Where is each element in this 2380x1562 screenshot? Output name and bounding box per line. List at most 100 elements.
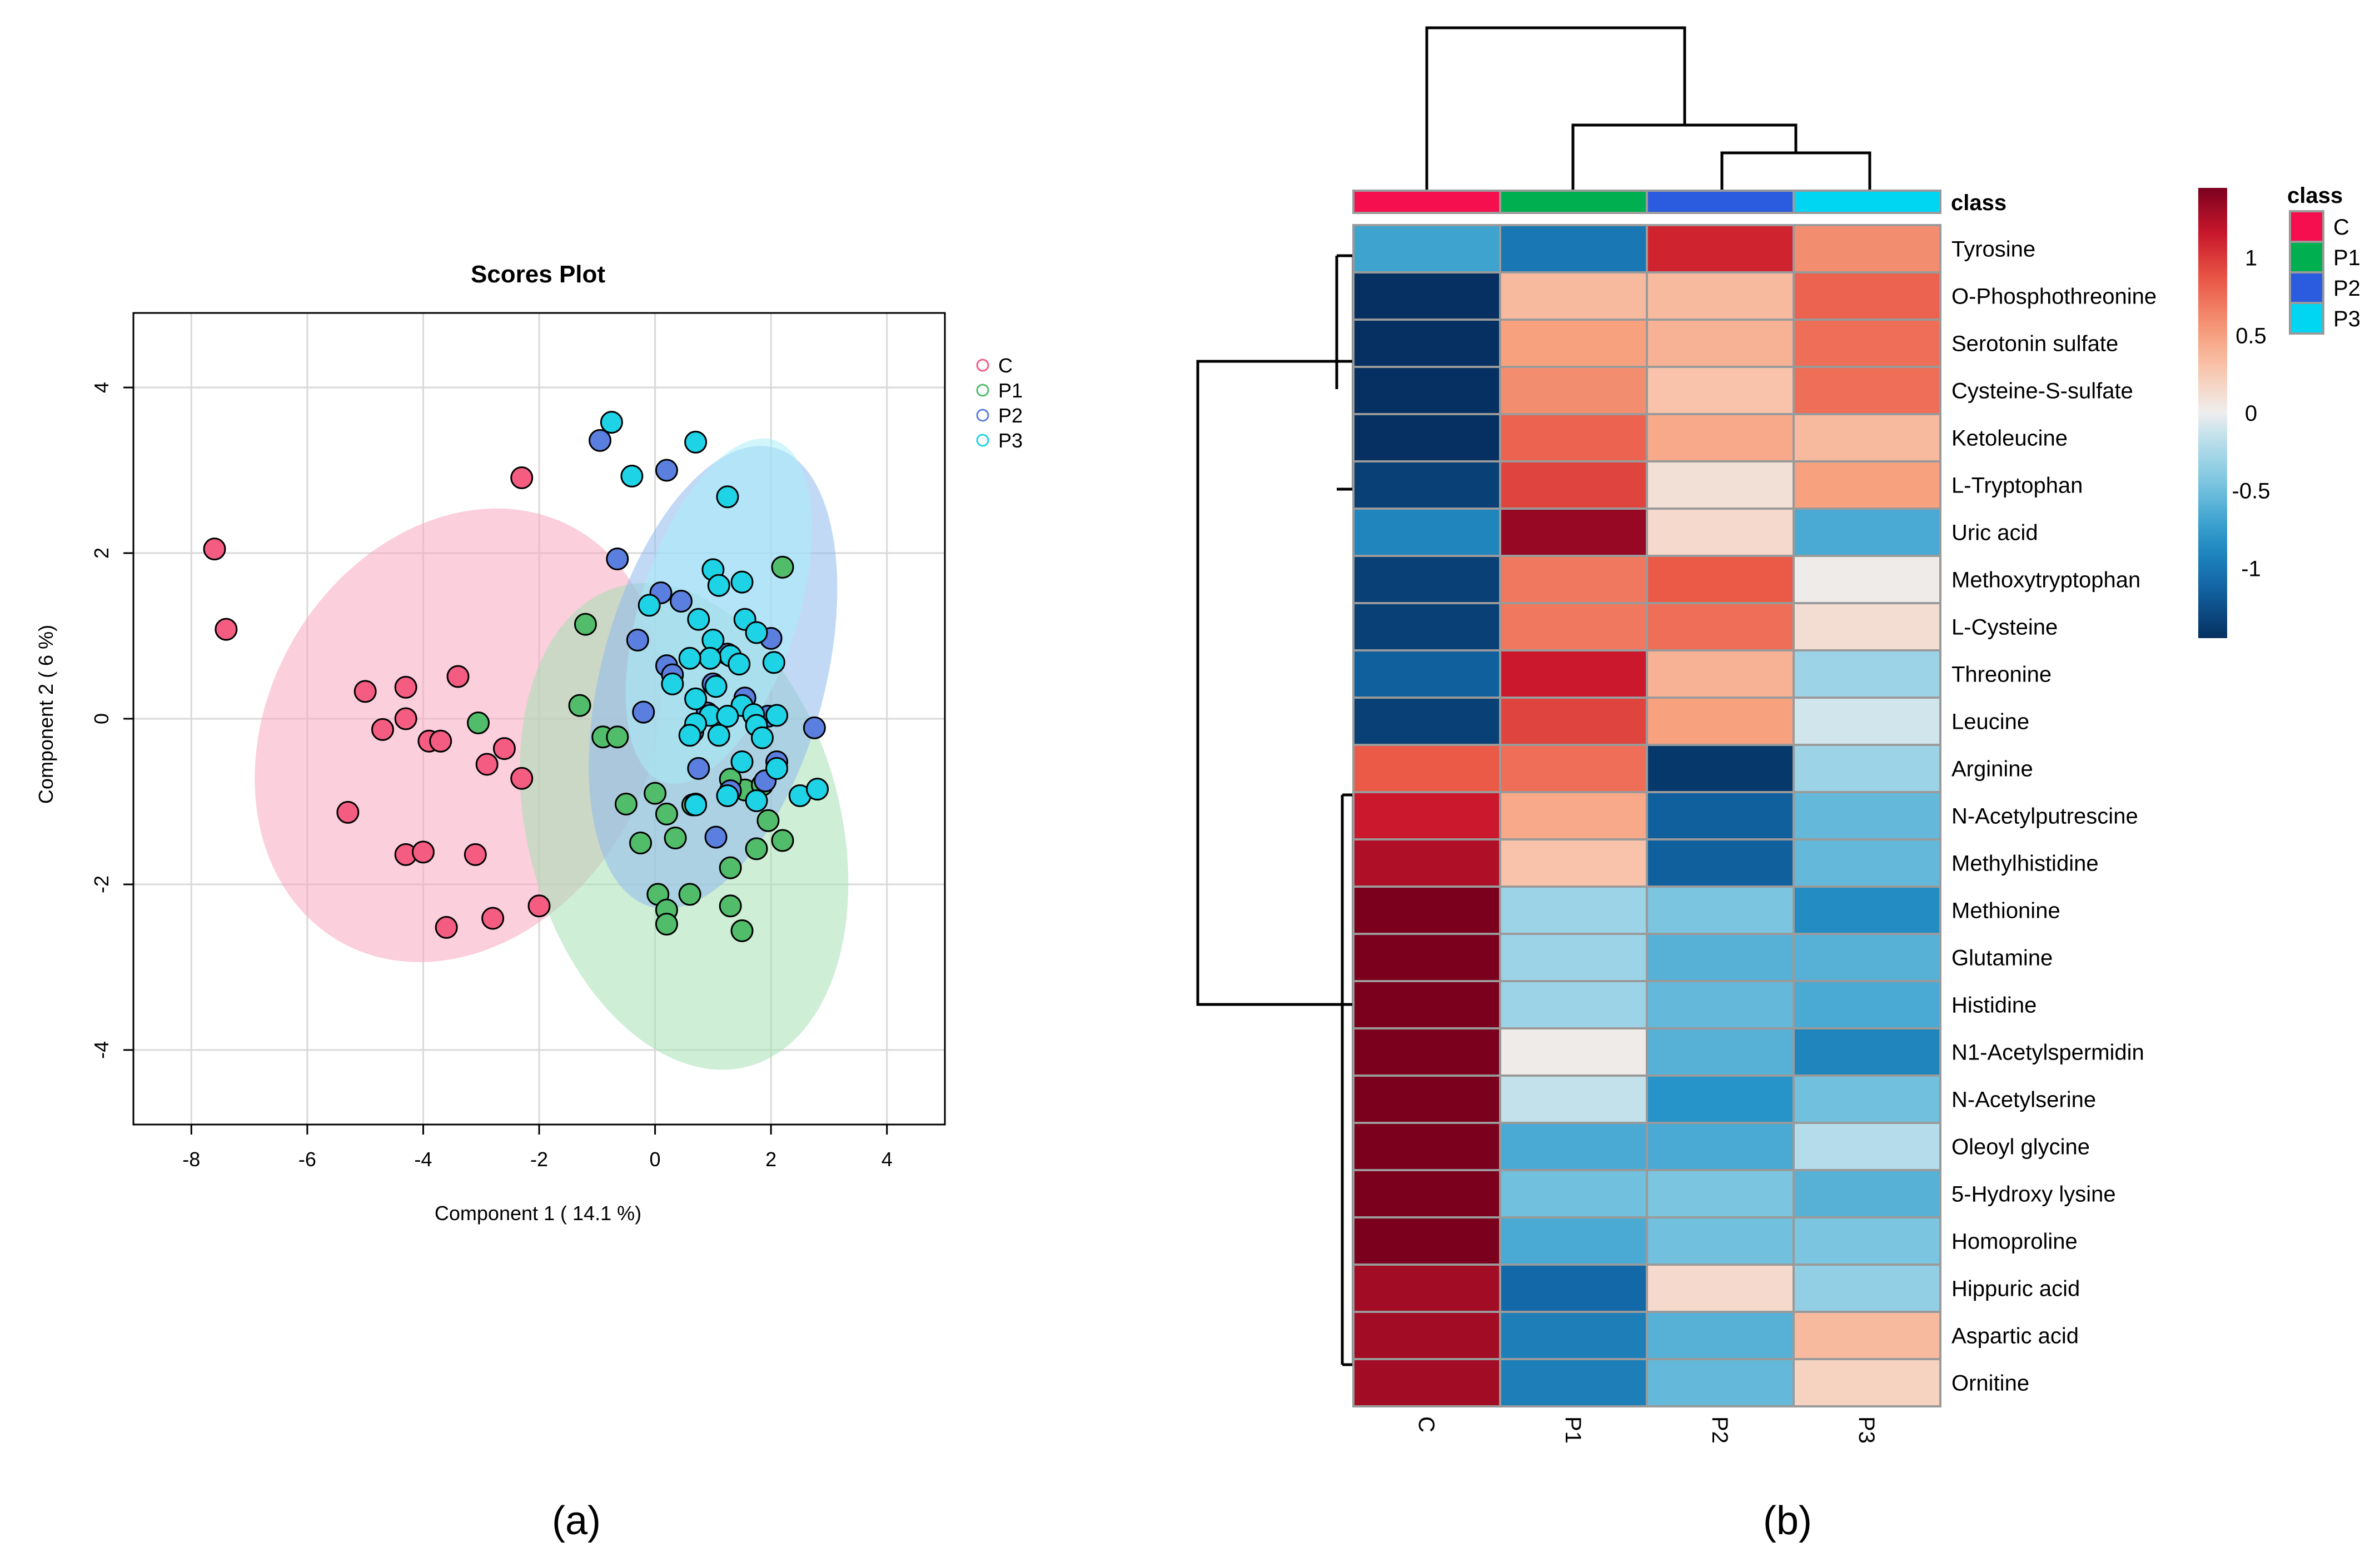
point-c — [394, 675, 417, 699]
point-p1 — [568, 694, 591, 717]
point-p3 — [707, 574, 730, 597]
heatmap-cell — [1793, 555, 1941, 604]
heatmap-cell — [1352, 555, 1501, 604]
point-p3 — [765, 757, 789, 780]
point-c — [510, 767, 534, 790]
row-label: Oleoyl glycine — [1951, 1135, 2090, 1160]
column-label: P1 — [1561, 1416, 1585, 1444]
heatmap-cell — [1352, 1311, 1501, 1360]
heatmap-cell — [1646, 1027, 1795, 1077]
heatmap-cell — [1646, 224, 1795, 273]
point-p1 — [655, 912, 678, 936]
heatmap-cell — [1646, 791, 1795, 840]
point-c — [429, 729, 452, 753]
heatmap-cell — [1352, 1263, 1501, 1313]
x-axis-ticks: -8 -6 -4 -2 0 2 4 — [182, 1125, 893, 1171]
heatmap-column-labels: C P1 P2 P3 — [1414, 1416, 1879, 1444]
y-axis-ticks: -4 -2 0 2 4 — [90, 382, 133, 1059]
heatmap-cell — [1646, 602, 1795, 651]
heatmap-cell — [1352, 508, 1501, 557]
point-c — [492, 737, 516, 760]
heatmap-cell — [1352, 791, 1501, 840]
point-c — [510, 466, 534, 489]
heatmap-cell — [1646, 744, 1795, 793]
legend-marker-p2 — [976, 409, 989, 422]
point-p1 — [745, 837, 768, 860]
heatmap-cell — [1352, 1027, 1501, 1077]
point-p1 — [719, 856, 742, 879]
scores-plot-points — [203, 411, 829, 942]
heatmap-cell — [1646, 649, 1795, 699]
class-bar-label: class — [1951, 191, 2006, 215]
column-label: C — [1414, 1416, 1438, 1432]
point-p1 — [644, 782, 667, 805]
point-p3 — [716, 784, 739, 808]
heatmap-cell — [1646, 980, 1795, 1029]
colorbar-tick-label: 0.5 — [2235, 324, 2267, 348]
row-label: Serotonin sulfate — [1951, 332, 2118, 356]
y-tick-label: 2 — [90, 548, 113, 559]
row-label: Leucine — [1951, 710, 2029, 734]
row-label: Ornitine — [1951, 1371, 2029, 1396]
x-axis-label: Component 1 ( 14.1 %) — [435, 1202, 641, 1225]
class-legend-title: class — [2287, 183, 2343, 208]
heatmap-cell — [1646, 697, 1795, 746]
point-p1 — [678, 883, 701, 906]
heatmap-cell — [1499, 886, 1648, 935]
heatmap-cell — [1499, 838, 1648, 888]
row-label: Threonine — [1951, 663, 2052, 687]
heatmap-cell — [1352, 366, 1501, 415]
class-bar-cell-c — [1352, 190, 1501, 214]
heatmap-cell — [1499, 980, 1648, 1029]
point-p3 — [678, 646, 701, 670]
heatmap-cell — [1499, 460, 1648, 510]
heatmap-cell — [1499, 602, 1648, 651]
heatmap-cell — [1352, 224, 1501, 273]
point-p1 — [629, 831, 652, 854]
legend-label-p3: P3 — [998, 429, 1023, 452]
heatmap-cells — [1352, 224, 1941, 1407]
row-label: Cysteine-S-sulfate — [1951, 379, 2133, 404]
point-c — [464, 843, 487, 866]
point-c — [336, 800, 360, 824]
point-c — [215, 618, 238, 641]
heatmap-cell — [1793, 1263, 1941, 1313]
heatmap-cell — [1352, 838, 1501, 888]
legend-marker-p1 — [976, 384, 989, 397]
heatmap-cell — [1646, 366, 1795, 415]
row-label: Glutamine — [1951, 946, 2053, 971]
x-tick-label: -6 — [298, 1148, 316, 1171]
x-tick-label: -2 — [530, 1148, 548, 1171]
colorbar-tick-label: -1 — [2241, 556, 2261, 581]
point-p3 — [600, 411, 623, 434]
heatmap-cell — [1793, 602, 1941, 651]
point-p3 — [762, 651, 785, 674]
legend-label-p1: P1 — [998, 379, 1023, 402]
heatmap-cell — [1646, 1075, 1795, 1124]
ellipse-p3 — [625, 438, 812, 784]
heatmap-cell — [1793, 1358, 1941, 1407]
row-label: Homoproline — [1951, 1230, 2078, 1254]
column-label: P2 — [1707, 1416, 1732, 1444]
point-p1 — [771, 829, 794, 852]
row-label: Arginine — [1951, 757, 2033, 782]
heatmap-cell — [1499, 1311, 1648, 1360]
point-p1 — [655, 802, 678, 825]
heatmap-cell — [1793, 1169, 1941, 1218]
heatmap-cell — [1646, 1263, 1795, 1313]
heatmap-cell — [1793, 413, 1941, 462]
point-p1 — [719, 894, 742, 918]
y-tick-label: 0 — [90, 713, 113, 724]
row-label: N-Acetylputrescine — [1951, 804, 2138, 829]
point-p3 — [687, 608, 710, 631]
point-p1 — [606, 725, 629, 749]
row-label: Methoxytryptophan — [1951, 568, 2140, 593]
point-p3 — [684, 793, 708, 817]
point-p3 — [678, 724, 701, 747]
row-label: Tyrosine — [1951, 237, 2035, 262]
colorbar-tick-label: 0 — [2245, 401, 2257, 426]
point-p3 — [745, 621, 768, 644]
colorbar-tick-label: -0.5 — [2232, 479, 2271, 504]
colorbar: 1 0.5 0 -0.5 -1 — [2198, 188, 2270, 638]
